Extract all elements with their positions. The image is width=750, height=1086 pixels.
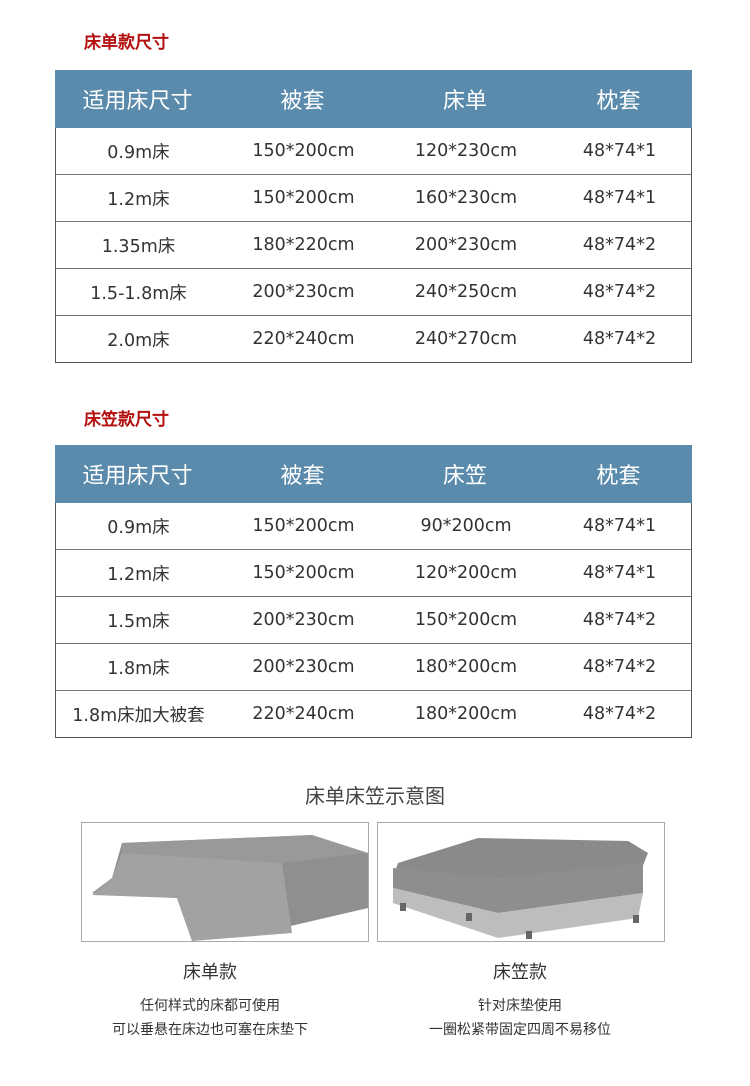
size-table-sheet: 适用床尺寸 被套 床单 枕套 0.9m床 150*200cm 120*230cm 48*74*… — [55, 70, 692, 363]
header-cell: 适用床尺寸 — [82, 89, 193, 114]
sheet-desc-2: 可以垂悬在床边也可塞在床垫下 — [112, 1022, 308, 1038]
header-cell: 枕套 — [596, 89, 641, 114]
table-cell: 1.8m床加大被套 — [72, 705, 205, 726]
table-cell: 150*200cm — [252, 188, 355, 208]
table-row: 1.35m床 180*220cm 200*230cm 48*74*2 — [56, 221, 691, 268]
fitted-desc-2: 一圈松紧带固定四周不易移位 — [429, 1022, 611, 1038]
table-cell: 2.0m床 — [107, 330, 170, 351]
table-row: 1.5-1.8m床 200*230cm 240*250cm 48*74*2 — [56, 268, 691, 315]
table-cell: 48*74*2 — [582, 329, 657, 349]
sheet-desc-1: 任何样式的床都可使用 — [140, 998, 280, 1014]
fitted-desc-1: 针对床垫使用 — [478, 998, 562, 1014]
table-cell: 200*230cm — [414, 235, 518, 255]
header-cell: 被套 — [280, 464, 325, 489]
table-cell: 240*270cm — [414, 329, 518, 349]
table-row: 0.9m床 150*200cm 90*200cm 48*74*1 — [56, 503, 691, 549]
table-header: 适用床尺寸 被套 床笠 枕套 — [55, 445, 692, 503]
table-cell: 160*230cm — [414, 188, 518, 208]
header-cell: 被套 — [280, 89, 325, 114]
table-cell: 150*200cm — [252, 563, 355, 583]
table-cell: 48*74*2 — [582, 657, 657, 677]
table-cell: 48*74*1 — [582, 563, 657, 583]
table-cell: 1.8m床 — [107, 658, 170, 679]
diagram-title: 床单床笠示意图 — [305, 784, 445, 808]
table-cell: 0.9m床 — [107, 142, 170, 163]
table-cell: 220*240cm — [252, 704, 355, 724]
table-row: 1.8m床加大被套 220*240cm 180*200cm 48*74*2 — [56, 690, 691, 737]
table-cell: 240*250cm — [414, 282, 518, 302]
table-cell: 180*200cm — [414, 657, 518, 677]
table-header: 适用床尺寸 被套 床单 枕套 — [55, 70, 692, 128]
flat-sheet-image — [81, 822, 369, 942]
table-cell: 48*74*1 — [582, 141, 657, 161]
table-row: 1.5m床 200*230cm 150*200cm 48*74*2 — [56, 596, 691, 643]
table-cell: 48*74*2 — [582, 282, 657, 302]
table-cell: 48*74*2 — [582, 610, 657, 630]
table-cell: 48*74*1 — [582, 188, 657, 208]
table-cell: 200*230cm — [252, 657, 355, 677]
table-cell: 150*200cm — [414, 610, 518, 630]
table-cell: 120*200cm — [414, 563, 518, 583]
table-cell: 150*200cm — [252, 141, 355, 161]
table-cell: 1.2m床 — [107, 189, 170, 210]
table-cell: 0.9m床 — [107, 517, 170, 538]
table-cell: 1.5m床 — [107, 611, 170, 632]
table-cell: 150*200cm — [252, 516, 355, 536]
table-cell: 220*240cm — [252, 329, 355, 349]
table2-title: 床笠款尺寸 — [84, 410, 169, 430]
table-row: 1.2m床 150*200cm 120*200cm 48*74*1 — [56, 549, 691, 596]
table-cell: 180*220cm — [252, 235, 355, 255]
table-cell: 90*200cm — [420, 516, 512, 536]
table-cell: 1.5-1.8m床 — [90, 283, 187, 304]
table-cell: 180*200cm — [414, 704, 518, 724]
fitted-sheet-image — [377, 822, 665, 942]
size-table-fitted: 适用床尺寸 被套 床笠 枕套 0.9m床 150*200cm 90*200cm 48*74*1… — [55, 445, 692, 738]
fitted-label: 床笠款 — [493, 962, 547, 983]
table-cell: 200*230cm — [252, 282, 355, 302]
table-row: 1.8m床 200*230cm 180*200cm 48*74*2 — [56, 643, 691, 690]
table-cell: 120*230cm — [414, 141, 518, 161]
table-cell: 48*74*2 — [582, 704, 657, 724]
header-cell: 适用床尺寸 — [82, 464, 193, 489]
header-cell: 床单 — [442, 89, 487, 114]
table-row: 0.9m床 150*200cm 120*230cm 48*74*1 — [56, 128, 691, 174]
table1-title: 床单款尺寸 — [84, 33, 169, 53]
table-cell: 1.2m床 — [107, 564, 170, 585]
table-row: 2.0m床 220*240cm 240*270cm 48*74*2 — [56, 315, 691, 362]
table-cell: 1.35m床 — [101, 236, 176, 257]
table-cell: 200*230cm — [252, 610, 355, 630]
table-cell: 48*74*1 — [582, 516, 657, 536]
header-cell: 枕套 — [596, 464, 641, 489]
table-row: 1.2m床 150*200cm 160*230cm 48*74*1 — [56, 174, 691, 221]
header-cell: 床笠 — [442, 464, 487, 489]
sheet-label: 床单款 — [183, 962, 237, 983]
table-cell: 48*74*2 — [582, 235, 657, 255]
